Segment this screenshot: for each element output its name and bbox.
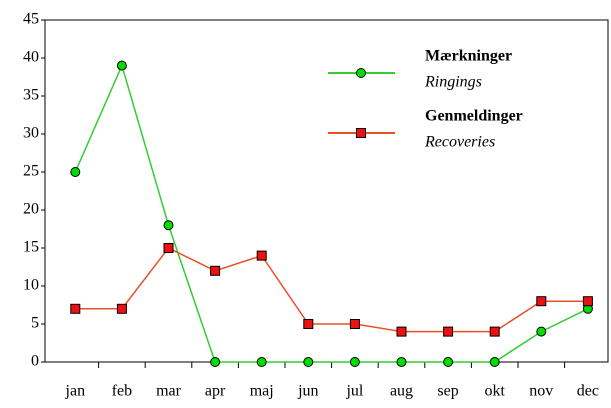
- point: [116, 303, 127, 314]
- x-tick-label: apr: [205, 383, 226, 400]
- point: [349, 319, 360, 329]
- y-tick-label: 20: [23, 201, 39, 218]
- point: [210, 265, 221, 276]
- point: [116, 60, 127, 71]
- x-tick-label: maj: [250, 383, 274, 400]
- point: [443, 357, 454, 367]
- x-tick-label: jun: [297, 383, 318, 400]
- y-tick-label: 30: [23, 125, 39, 142]
- series-line: [75, 247, 588, 333]
- y-tick-label: 15: [23, 239, 39, 256]
- y-tick-label: 10: [23, 277, 39, 294]
- x-tick-label: mar: [156, 383, 182, 400]
- plot-frame: [44, 19, 609, 363]
- point: [536, 296, 547, 307]
- point: [349, 357, 360, 367]
- legend-label: Mærkninger: [425, 48, 512, 65]
- point: [256, 250, 267, 261]
- point: [70, 303, 81, 314]
- point: [489, 326, 500, 337]
- y-tick-label: 0: [31, 353, 39, 370]
- y-tick-label: 40: [23, 49, 39, 66]
- y-tick-label: 45: [23, 11, 39, 28]
- x-tick-label: feb: [112, 383, 132, 400]
- point: [536, 326, 547, 337]
- point: [163, 220, 174, 231]
- point: [70, 167, 81, 177]
- x-tick-label: dec: [577, 383, 599, 400]
- x-tick-label: okt: [484, 383, 505, 400]
- x-tick-label: jan: [65, 383, 86, 400]
- series-line: [74, 63, 589, 363]
- point: [489, 357, 500, 367]
- x-tick-label: sep: [437, 383, 458, 400]
- legend-sublabel: Ringings: [424, 74, 482, 91]
- point: [356, 68, 366, 78]
- x-tick-label: nov: [529, 383, 553, 400]
- y-tick-label: 5: [31, 315, 39, 332]
- point: [163, 243, 174, 253]
- point: [396, 357, 407, 367]
- point: [210, 357, 221, 367]
- point: [303, 319, 314, 329]
- point: [303, 357, 314, 367]
- y-tick-label: 25: [23, 163, 39, 180]
- point: [582, 296, 593, 307]
- point: [396, 326, 407, 337]
- y-tick-label: 35: [23, 87, 39, 104]
- legend-sublabel: Recoveries: [424, 134, 495, 151]
- point: [443, 326, 454, 337]
- legend-label: Genmeldinger: [425, 108, 523, 125]
- x-tick-label: aug: [390, 383, 413, 400]
- x-tick-label: jul: [345, 383, 363, 400]
- point: [356, 128, 366, 138]
- point: [256, 357, 267, 367]
